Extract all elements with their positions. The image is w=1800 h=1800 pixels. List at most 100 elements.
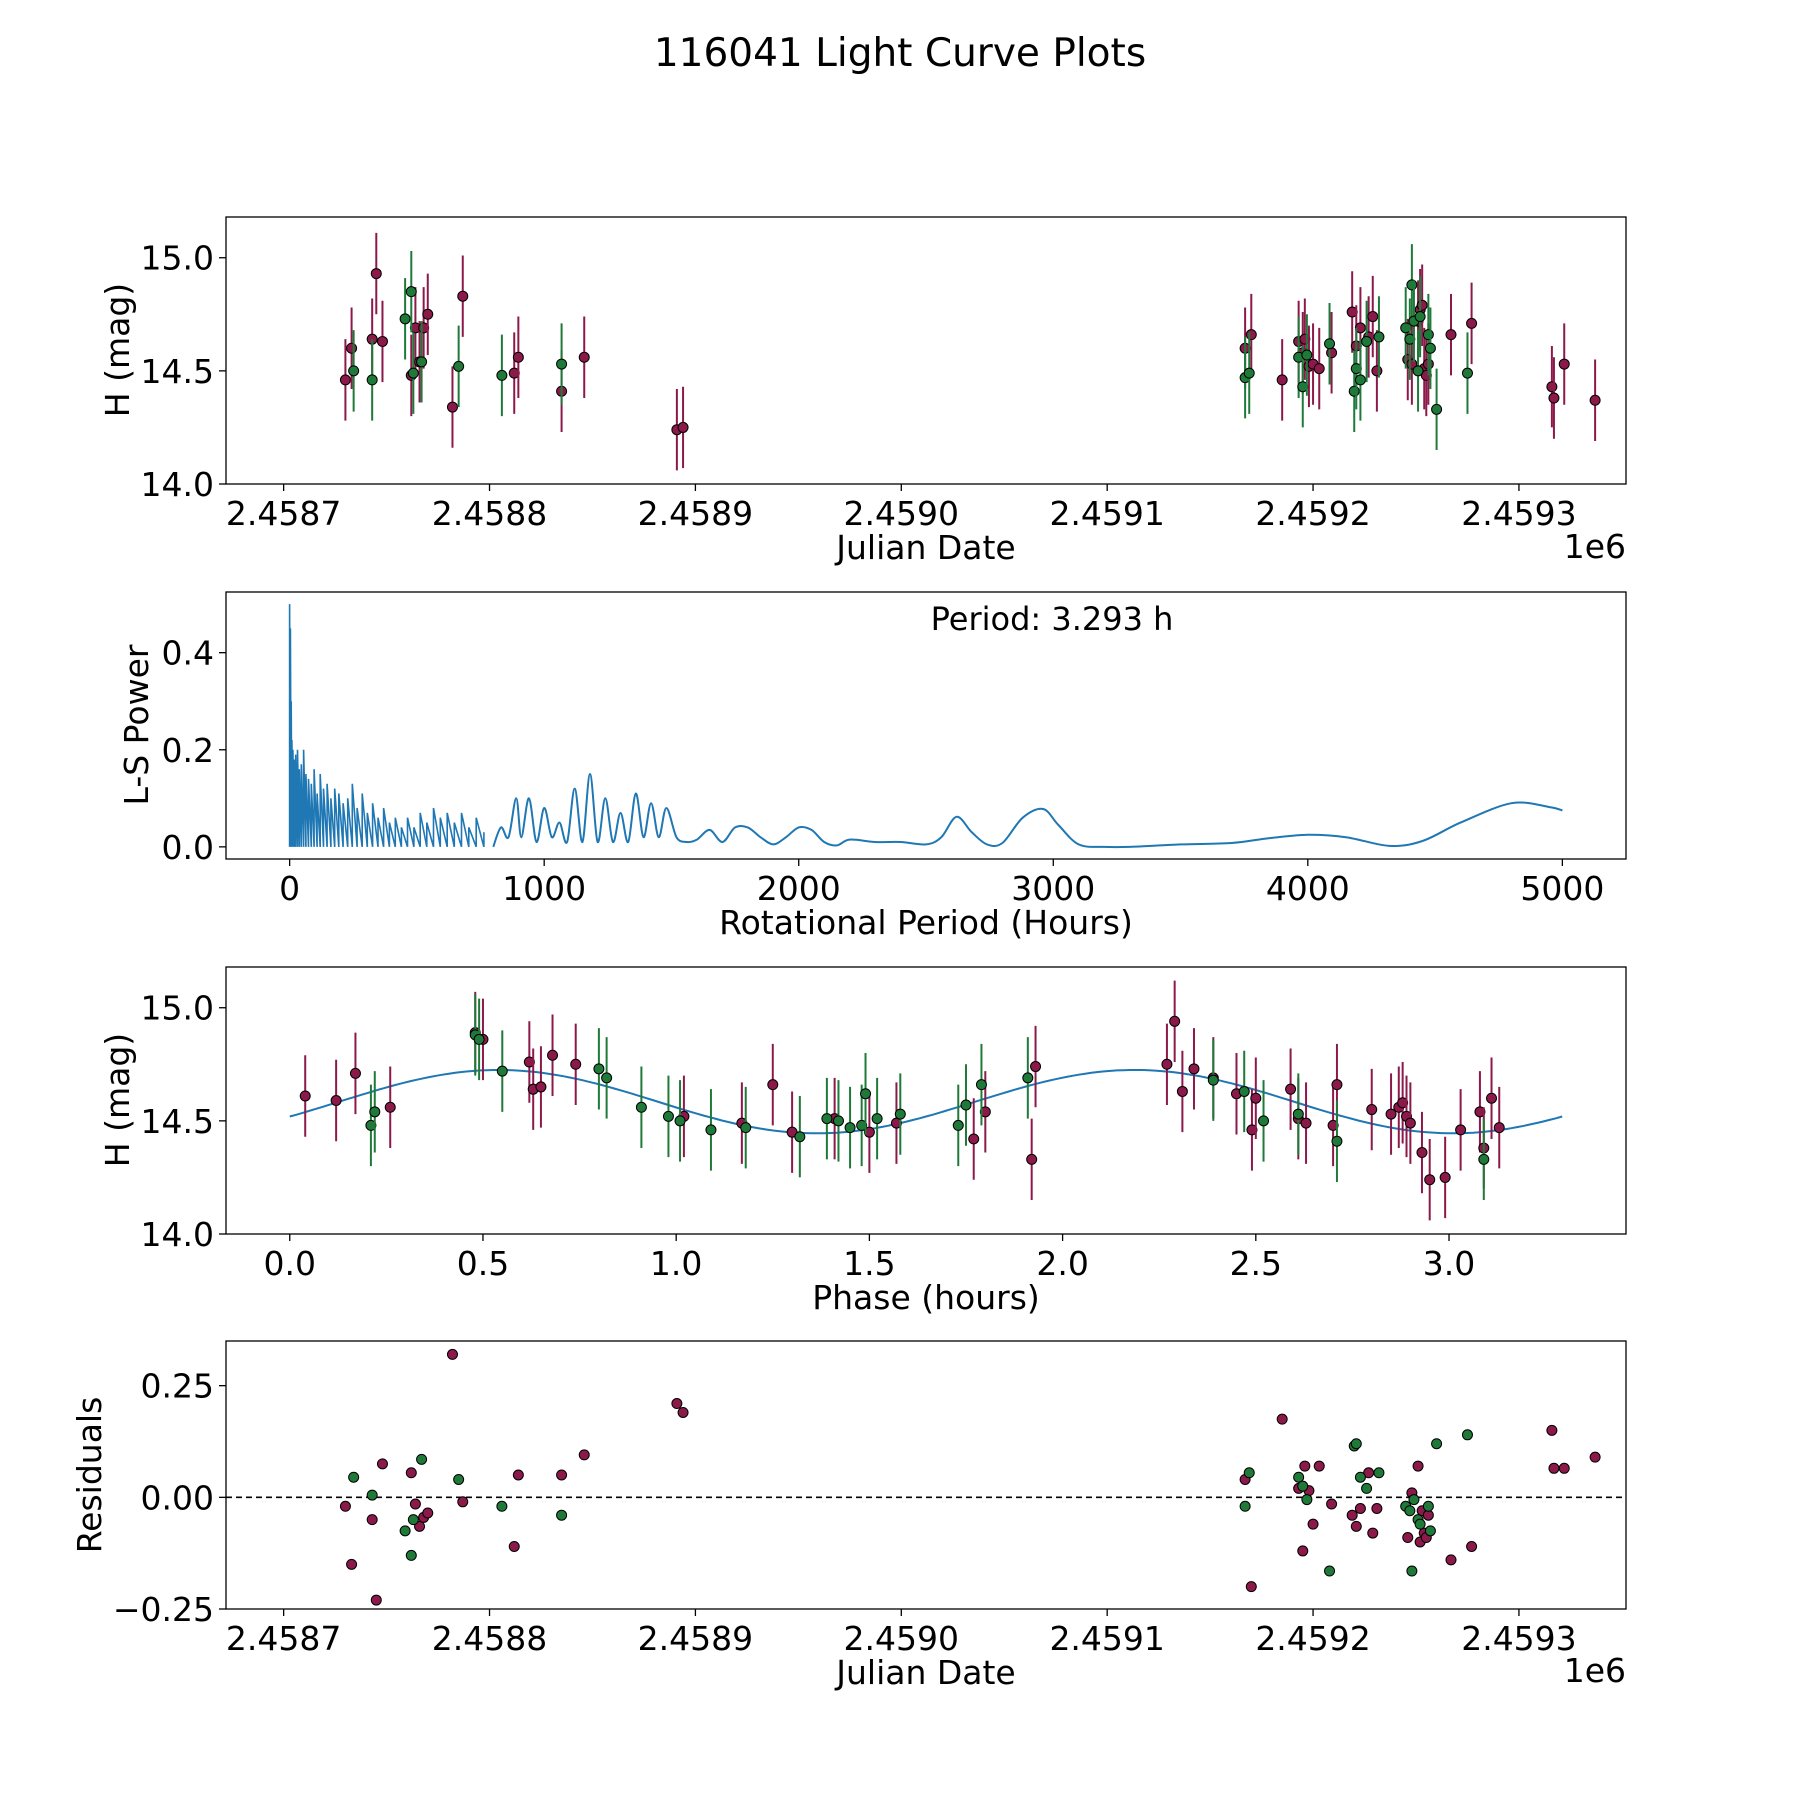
phase-folded-point-green — [821, 1113, 833, 1125]
residuals-point-green — [1404, 1505, 1416, 1517]
phase-folded-point-red — [1161, 1058, 1173, 1070]
light-curve-xtick-label: 2.4587 — [226, 494, 341, 533]
phase-folded-point-green — [871, 1113, 883, 1125]
light-curve-point-red — [1416, 299, 1428, 311]
light-curve-ytick-label: 14.0 — [141, 465, 214, 504]
phase-folded-xtick-label: 3.0 — [1423, 1244, 1475, 1283]
residuals-point-red — [1299, 1460, 1311, 1472]
residuals-point-red — [508, 1540, 520, 1552]
phase-folded-point-red — [1246, 1124, 1258, 1136]
periodogram-xtick-label: 2000 — [757, 869, 841, 908]
residuals-point-red — [446, 1348, 458, 1360]
periodogram-xlabel: Rotational Period (Hours) — [719, 903, 1133, 942]
residuals-point-red — [1313, 1460, 1325, 1472]
residuals-ticks: 2.4587 2.4588 2.4589 2.4590 2.4591 2.4592 2.45… — [113, 1367, 1577, 1658]
light-curve-point-red — [512, 351, 524, 363]
phase-folded-point-red — [1439, 1171, 1451, 1183]
light-curve-xtick-label: 2.4592 — [1255, 494, 1370, 533]
phase-folded-xtick-label: 0.5 — [457, 1244, 509, 1283]
light-curve-xtick-label: 2.4589 — [638, 494, 753, 533]
phase-folded-point-green — [856, 1119, 868, 1131]
residuals-point-red — [339, 1500, 351, 1512]
phase-folded-xlabel: Phase (hours) — [812, 1278, 1040, 1317]
light-curve-point-green — [1243, 367, 1255, 379]
light-curve-point-red — [1313, 363, 1325, 375]
residuals-point-red — [1307, 1518, 1319, 1530]
phase-folded-point-red — [1188, 1063, 1200, 1075]
phase-folded-xtick-label: 1.5 — [843, 1244, 895, 1283]
phase-folded-ylabel: H (mag) — [98, 1033, 137, 1167]
panel-phase-folded: 0.0 0.5 1.0 1.5 2.0 2.5 3.0 14.0 14.5 15.0 Phase … — [98, 966, 1627, 1317]
residuals-point-red — [1558, 1462, 1570, 1474]
residuals-point-red — [578, 1449, 590, 1461]
phase-folded-point-green — [894, 1108, 906, 1120]
residuals-point-green — [405, 1549, 417, 1561]
light-curve-point-green — [1406, 279, 1418, 291]
panel-light-curve: 2.4587 2.4588 2.4589 2.4590 2.4591 2.4592 2.45… — [98, 216, 1627, 567]
residuals-point-green — [416, 1453, 428, 1465]
phase-folded-point-red — [1385, 1108, 1397, 1120]
period-annotation: Period: 3.293 h — [931, 600, 1174, 638]
residuals-point-green — [1461, 1429, 1473, 1441]
phase-folded-point-red — [384, 1101, 396, 1113]
phase-folded-point-red — [1366, 1104, 1378, 1116]
light-curve-point-green — [556, 358, 568, 370]
light-curve-ytick-label: 15.0 — [141, 239, 214, 278]
residuals-point-red — [376, 1458, 388, 1470]
residuals-point-red — [1326, 1498, 1338, 1510]
residuals-point-red — [366, 1514, 378, 1526]
phase-folded-xtick-label: 1.0 — [650, 1244, 702, 1283]
residuals-point-red — [457, 1496, 469, 1508]
periodogram-ylabel: L-S Power — [117, 644, 156, 805]
phase-folded-point-red — [535, 1081, 547, 1093]
light-curve-xtick-label: 2.4593 — [1461, 494, 1576, 533]
phase-folded-ytick-label: 14.0 — [141, 1215, 214, 1254]
residuals-point-red — [346, 1558, 358, 1570]
phase-folded-points — [289, 980, 1563, 1221]
phase-folded-point-red — [1416, 1147, 1428, 1159]
residuals-point-green — [1361, 1482, 1373, 1494]
light-curve-point-red — [1245, 329, 1257, 341]
light-curve-point-red — [1558, 358, 1570, 370]
residuals-point-red — [414, 1520, 426, 1532]
residuals-point-red — [1354, 1503, 1366, 1514]
light-curve-point-green — [416, 356, 428, 368]
residuals-point-green — [453, 1473, 465, 1485]
light-curve-point-green — [405, 286, 417, 298]
residuals-point-green — [1354, 1471, 1366, 1483]
light-curve-point-red — [1276, 374, 1288, 386]
periodogram-spikes — [288, 604, 485, 848]
periodogram-ytick-label: 0.4 — [162, 634, 214, 673]
residuals-point-green — [1424, 1525, 1436, 1537]
phase-folded-point-green — [1478, 1153, 1490, 1165]
residuals-point-green — [407, 1514, 419, 1526]
periodogram-xtick-label: 3000 — [1011, 869, 1095, 908]
periodogram-ytick-label: 0.0 — [162, 828, 214, 867]
residuals-point-red — [1371, 1503, 1383, 1514]
phase-folded-xtick-label: 2.0 — [1036, 1244, 1088, 1283]
residuals-point-red — [1276, 1413, 1288, 1425]
residuals-ytick-label: −0.25 — [113, 1590, 214, 1629]
phase-folded-xtick-label: 0.0 — [264, 1244, 316, 1283]
residuals-point-red — [512, 1469, 524, 1481]
phase-folded-point-green — [365, 1119, 377, 1131]
periodogram-ticks: 0 1000 2000 3000 4000 5000 0.0 0.2 0.4 — [162, 634, 1605, 908]
phase-folded-point-red — [1397, 1097, 1409, 1109]
light-curve-xtick-label: 2.4590 — [844, 494, 959, 533]
residuals-xtick-label: 2.4589 — [638, 1619, 753, 1658]
phase-folded-point-red — [1300, 1117, 1312, 1129]
phase-folded-point-green — [1207, 1074, 1219, 1086]
phase-folded-point-red — [349, 1067, 361, 1079]
phase-folded-point-red — [1486, 1092, 1498, 1104]
phase-folded-point-green — [593, 1063, 605, 1075]
residuals-point-green — [1324, 1565, 1336, 1577]
residuals-point-green — [496, 1500, 508, 1512]
light-curve-point-green — [1301, 349, 1313, 361]
residuals-point-green — [1422, 1500, 1434, 1512]
residuals-offset-label: 1e6 — [1564, 1651, 1626, 1690]
periodogram-xtick-label: 0 — [279, 869, 300, 908]
phase-folded-point-green — [662, 1110, 674, 1122]
phase-folded-point-green — [705, 1124, 717, 1136]
